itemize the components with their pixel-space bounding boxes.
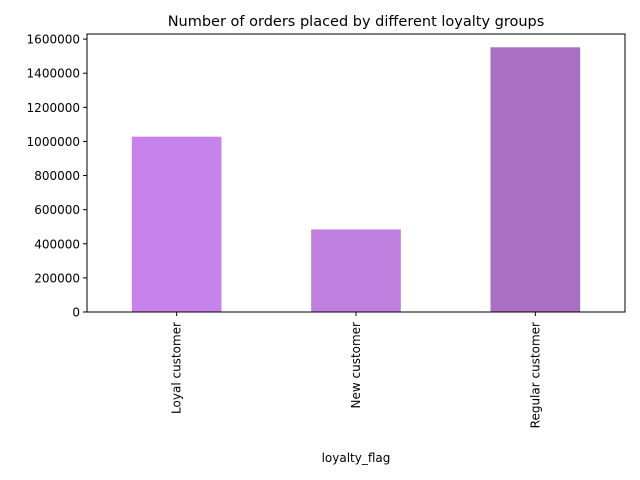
bar-loyal-customer — [131, 136, 222, 312]
y-tick-label: 1200000 — [27, 101, 80, 115]
x-tick-label: Loyal customer — [170, 322, 184, 414]
bar-new-customer — [311, 229, 401, 312]
chart-title: Number of orders placed by different loy… — [168, 14, 545, 30]
y-tick-label: 1000000 — [27, 135, 80, 149]
y-tick-label: 0 — [72, 306, 80, 320]
x-axis-label: loyalty_flag — [322, 451, 391, 465]
bar-regular-customer — [490, 47, 581, 312]
x-tick-label: New customer — [349, 322, 363, 409]
y-tick-label: 600000 — [34, 203, 80, 217]
bars-group — [131, 47, 581, 312]
plot-frame — [86, 33, 626, 313]
y-tick-label: 800000 — [34, 169, 80, 183]
x-axis: Loyal customer New customer Regular custom… — [170, 312, 542, 428]
y-tick-label: 1600000 — [27, 33, 80, 47]
y-tick-label: 400000 — [34, 237, 80, 251]
y-tick-label: 200000 — [34, 271, 80, 285]
x-tick-label: Regular customer — [528, 322, 542, 428]
y-axis: 0 200000 400000 600000 800000 1000000 1200000 1… — [27, 33, 87, 320]
y-tick-label: 1400000 — [27, 67, 80, 81]
